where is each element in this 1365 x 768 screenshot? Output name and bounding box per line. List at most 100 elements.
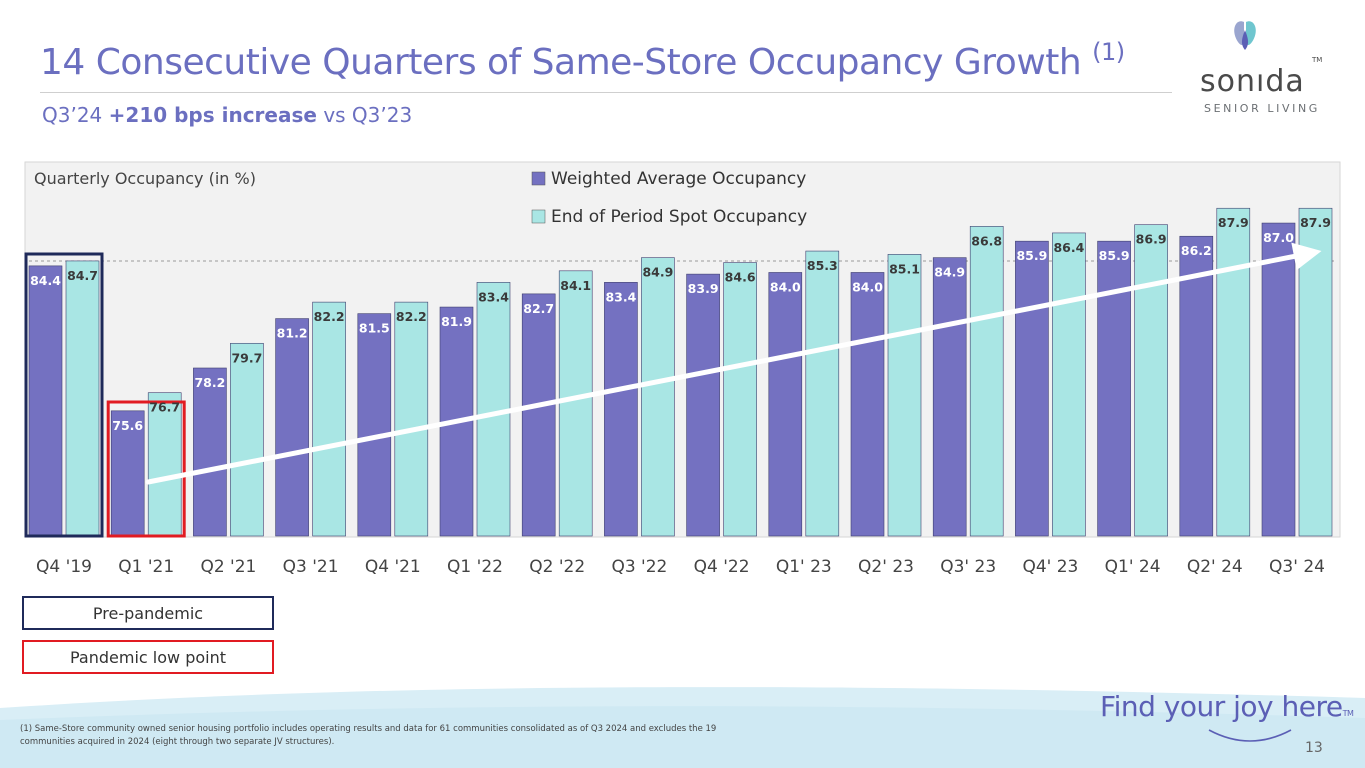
sonida-logo: sonıda TM SENIOR LIVING [1190,16,1330,115]
smile-icon [1208,729,1292,742]
footer-wave [0,687,1365,768]
data-label-weighted: 84.0 [770,279,801,294]
bar-spot [147,392,182,537]
bar-spot [723,262,757,537]
data-label-weighted: 84.0 [852,279,883,294]
bar-spot [476,282,511,537]
bar-spot [65,260,100,537]
pandemic-low-highlight-box [106,400,186,538]
tagline-trademark: TM [1342,709,1354,718]
data-label-weighted: 86.2 [1181,243,1212,258]
pandemic-low-legend: Pandemic low point [22,640,274,674]
data-label-spot: 83.4 [478,289,509,304]
bar-spot [312,301,346,537]
data-label-weighted: 81.9 [441,314,472,329]
data-label-weighted: 81.5 [359,321,390,336]
bar-spot [1216,207,1251,537]
data-label-spot: 86.4 [1053,240,1084,255]
bar-weighted [604,282,638,537]
tagline: Find your joy hereTM [1100,690,1354,723]
pre-pandemic-legend: Pre-pandemic [22,596,274,630]
x-tick-label: Q3 '21 [283,557,339,577]
data-label-spot: 76.7 [149,400,180,415]
x-tick-label: Q1' 24 [1105,557,1161,577]
data-label-spot: 79.7 [231,350,262,365]
data-label-weighted: 87.0 [1263,230,1294,245]
bar-weighted [110,410,145,537]
page-title-text: 14 Consecutive Quarters of Same-Store Oc… [40,42,1082,83]
x-tick-label: Q1' 23 [776,557,832,577]
bar-spot [969,226,1004,537]
data-label-spot: 82.2 [314,309,345,324]
bar-weighted [357,313,392,537]
bar-weighted [28,265,63,537]
x-tick-label: Q2' 23 [858,557,914,577]
chart-title: Quarterly Occupancy (in %) [34,169,256,188]
bar-weighted [768,272,803,537]
bar-weighted [521,293,556,537]
data-label-weighted: 84.4 [30,273,61,288]
data-label-spot: 82.2 [396,309,427,324]
data-label-weighted: 85.9 [1016,248,1047,263]
bar-weighted [932,257,967,537]
title-footnote-marker: (1) [1092,38,1125,66]
bar-weighted [1261,222,1296,537]
bar-weighted [1015,240,1049,537]
subtitle: Q3’24 +210 bps increase vs Q3’23 [42,103,412,127]
data-label-weighted: 75.6 [112,418,143,433]
data-label-spot: 84.6 [725,270,756,285]
x-tick-label: Q4' 23 [1022,557,1078,577]
x-tick-label: Q4 '19 [36,557,92,577]
x-tick-label: Q3' 24 [1269,557,1325,577]
data-label-spot: 84.9 [642,265,673,280]
data-label-spot: 87.9 [1300,215,1331,230]
trend-arrow-head [1291,242,1322,271]
x-tick-label: Q2 '21 [200,557,256,577]
x-tick-label: Q3 '22 [611,557,667,577]
data-label-weighted: 83.4 [605,289,636,304]
data-label-weighted: 83.9 [688,281,719,296]
data-label-weighted: 78.2 [194,375,225,390]
bar-weighted [193,367,227,537]
x-tick-label: Q3' 23 [940,557,996,577]
data-label-spot: 84.1 [560,278,591,293]
logo-wordmark: sonıda [1200,64,1305,99]
legend-label-weighted: Weighted Average Occupancy [551,169,806,189]
bar-spot [805,250,840,537]
butterfly-icon [1234,21,1256,50]
tagline-text: Find your joy here [1100,690,1343,723]
data-label-spot: 84.7 [67,268,98,283]
bar-spot [1052,232,1086,537]
bar-weighted [1179,235,1214,537]
logo-subtitle: SENIOR LIVING [1204,102,1320,115]
page-title: 14 Consecutive Quarters of Same-Store Oc… [40,38,1125,83]
trend-arrow-shaft [145,253,1297,485]
bar-weighted [686,273,720,537]
bar-spot [558,270,593,537]
bar-spot [887,254,922,537]
legend-swatch-spot [531,209,546,224]
bar-weighted [850,272,885,537]
bar-spot [1134,224,1168,537]
bar-weighted [275,318,309,537]
x-tick-label: Q4 '22 [694,557,750,577]
bar-weighted [1097,240,1131,537]
x-tick-label: Q4 '21 [365,557,421,577]
subtitle-suffix: vs Q3’23 [323,103,413,127]
subtitle-prefix: Q3’24 [42,103,103,127]
data-label-spot: 87.9 [1218,215,1249,230]
subtitle-highlight: +210 bps increase [108,103,317,127]
title-divider [40,92,1172,93]
x-tick-label: Q1 '22 [447,557,503,577]
page-number: 13 [1305,740,1323,756]
data-label-weighted: 84.9 [934,265,965,280]
occupancy-chart: Quarterly Occupancy (in %) Weighted Aver… [24,161,1341,577]
chart-container: Quarterly Occupancy (in %) Weighted Aver… [0,150,1365,594]
bar-spot [641,257,675,537]
logo-trademark: TM [1312,56,1323,64]
pre-pandemic-highlight-box [24,252,104,538]
data-label-spot: 85.3 [807,258,838,273]
legend-swatch-weighted [531,171,546,186]
x-tick-label: Q1 '21 [118,557,174,577]
footnote: (1) Same-Store community owned senior ho… [20,724,717,747]
